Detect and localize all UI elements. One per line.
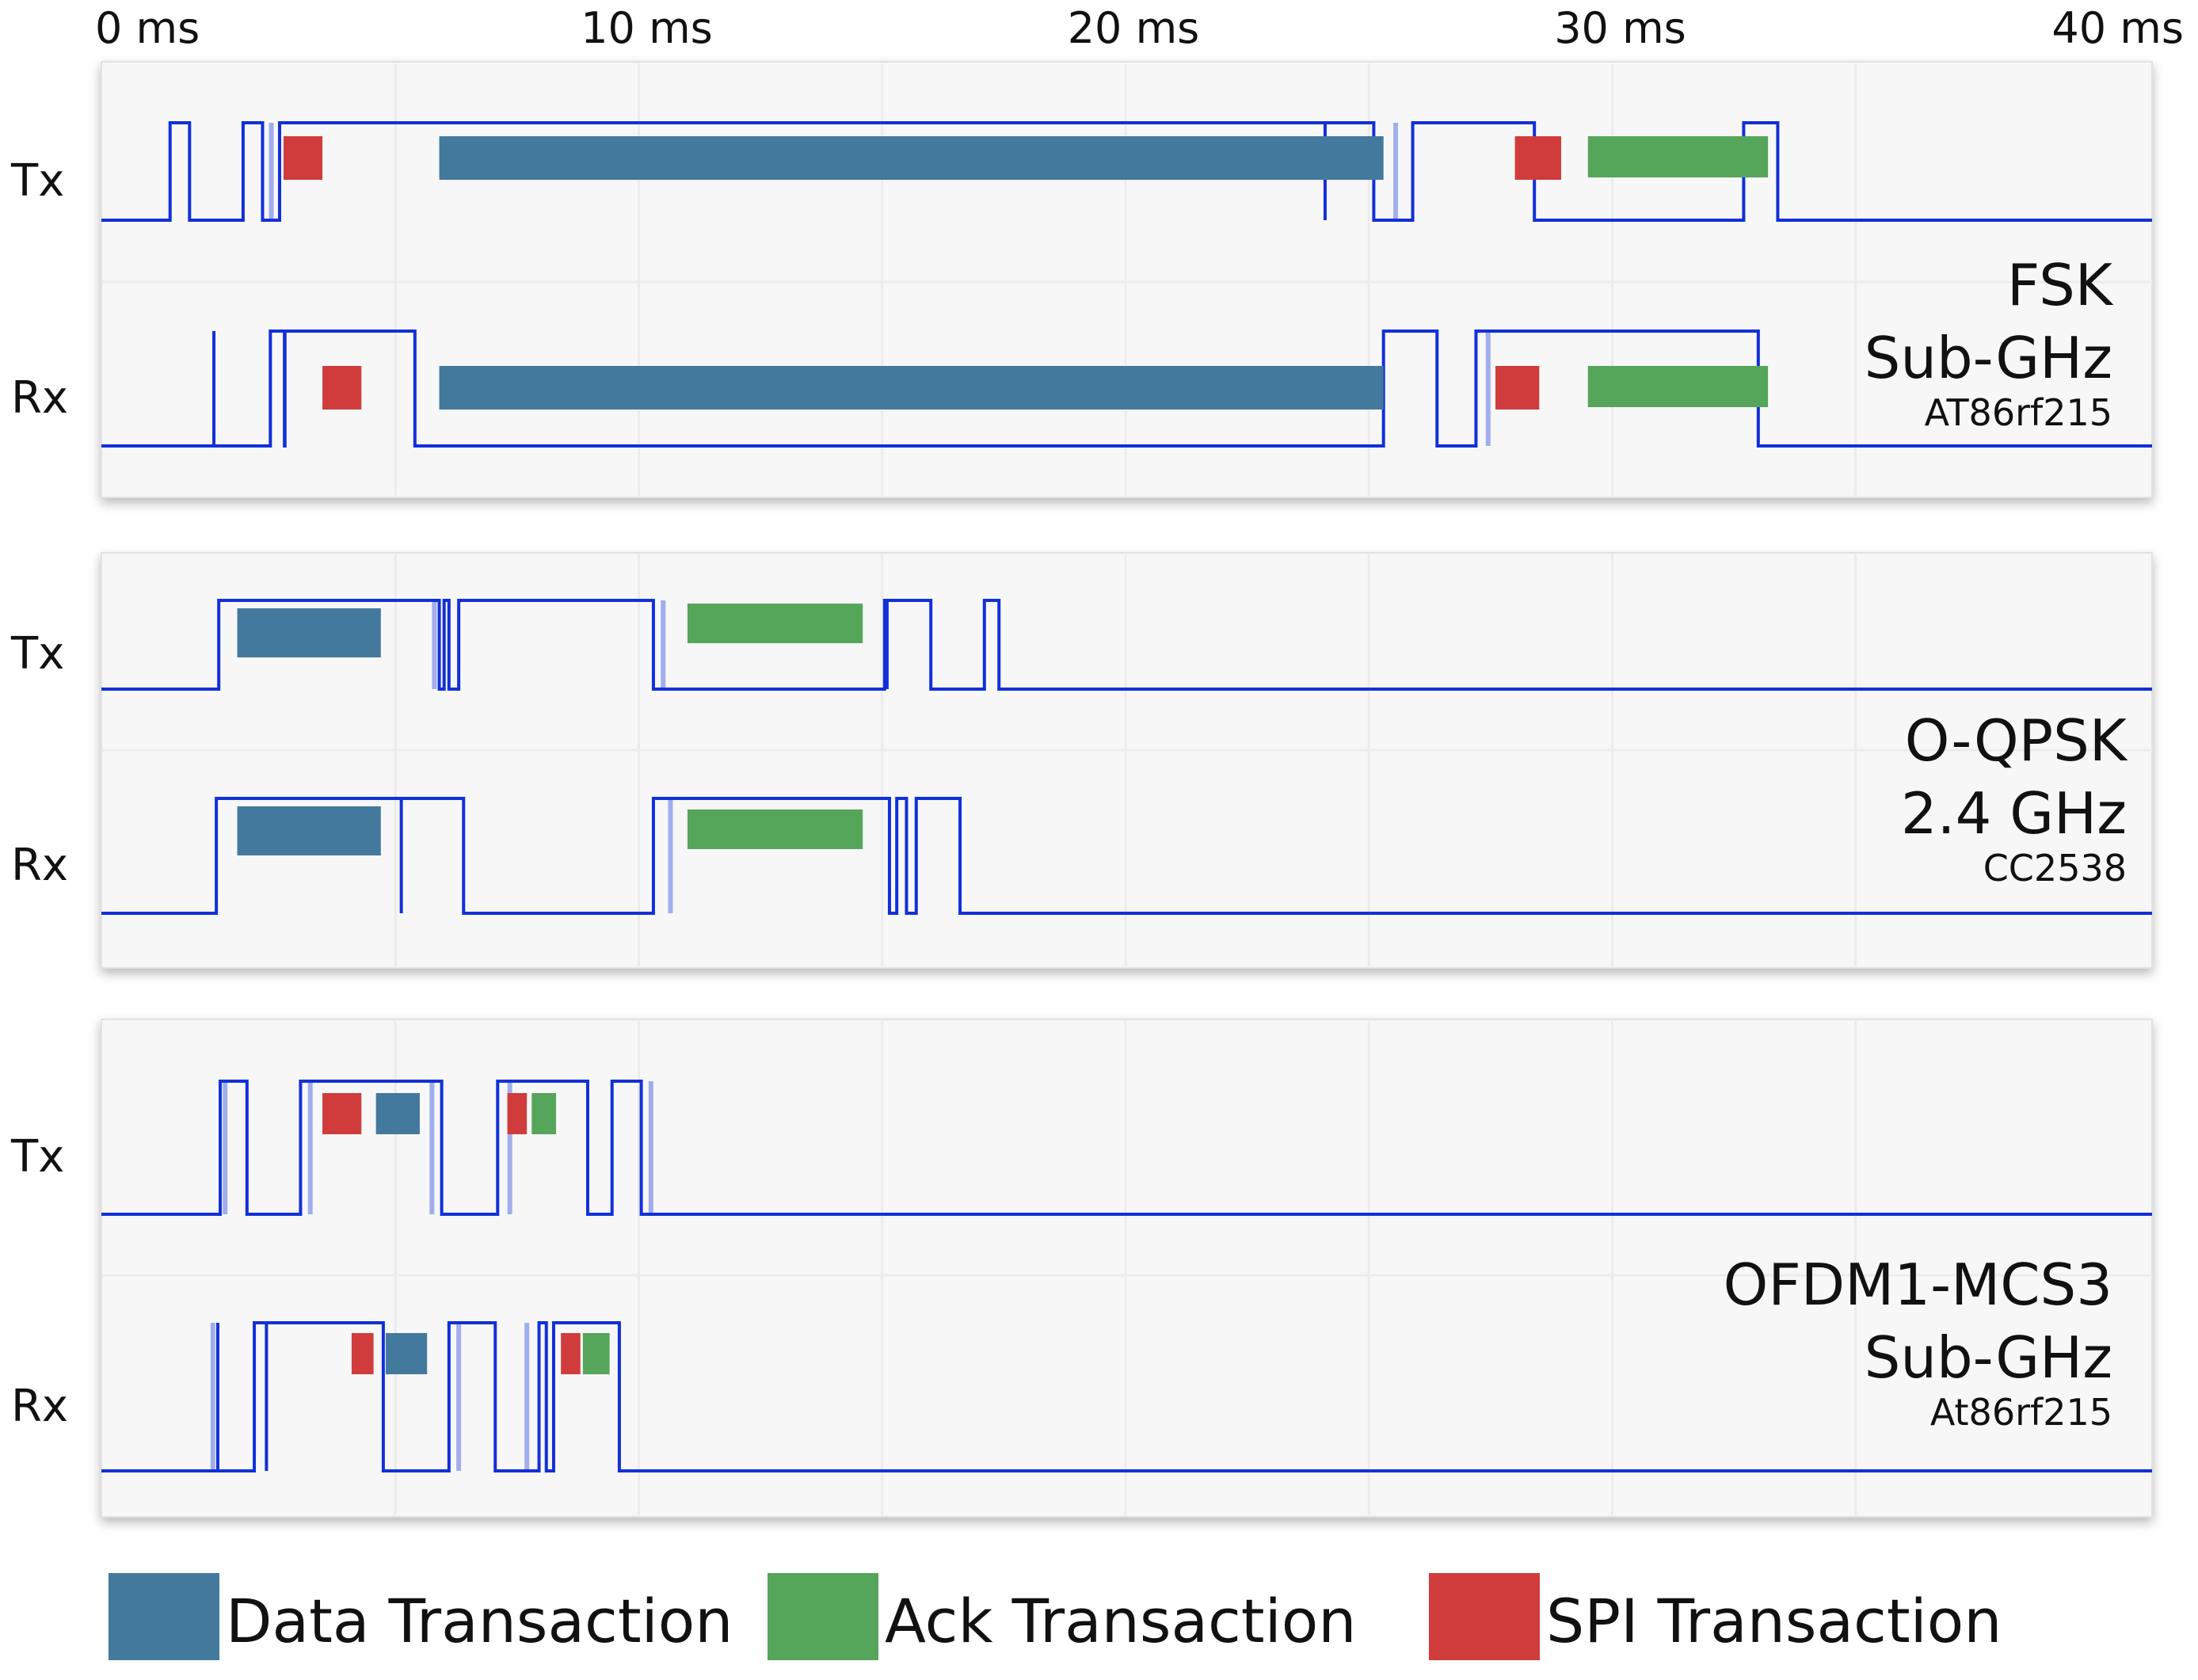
spi-transaction-block [1495, 366, 1540, 410]
panel-chip-label: AT86rf215 [1925, 391, 2112, 434]
legend: Data Transaction Ack Transaction SPI Trans… [109, 1573, 2002, 1660]
legend-swatch [768, 1573, 878, 1660]
panel-label-line1: FSK [2007, 252, 2114, 318]
data-transaction-block [237, 608, 381, 657]
spi-transaction-block [322, 366, 362, 410]
row-label: Tx [10, 628, 64, 680]
x-tick-label: 10 ms [581, 3, 713, 53]
panel-label-line2: Sub-GHz [1865, 1324, 2112, 1391]
legend-item: Ack Transaction [768, 1573, 1356, 1660]
panel-label-line1: O-QPSK [1905, 707, 2128, 774]
legend-label: SPI Transaction [1546, 1586, 2002, 1656]
legend-item: Data Transaction [109, 1573, 733, 1660]
data-transaction-block [439, 366, 1384, 410]
legend-label: Ack Transaction [885, 1586, 1356, 1656]
row-label: Rx [11, 372, 68, 424]
spi-transaction-block [322, 1093, 362, 1134]
ack-transaction-block [531, 1093, 557, 1134]
signal-trace [101, 121, 2152, 222]
x-tick-label: 20 ms [1068, 3, 1200, 53]
spi-transaction-block [561, 1333, 581, 1374]
data-transaction-block [375, 1093, 420, 1134]
spi-transaction-block [351, 1333, 374, 1374]
ack-transaction-block [1587, 136, 1769, 177]
row-label: Tx [10, 155, 64, 207]
spi-transaction-block [283, 136, 323, 180]
x-axis-ticks: 0 ms 10 ms 20 ms 30 ms 40 ms [95, 3, 2184, 53]
data-transaction-block [237, 806, 381, 855]
signal-row: Rx [11, 330, 2152, 448]
signal-row: Tx [10, 121, 2152, 222]
row-label: Rx [11, 840, 68, 891]
signal-trace [101, 599, 2152, 691]
legend-label: Data Transaction [226, 1586, 733, 1656]
row-label: Rx [11, 1381, 68, 1432]
row-label: Tx [10, 1131, 64, 1183]
signal-trace [101, 1321, 2152, 1472]
signal-trace [101, 1080, 2152, 1216]
legend-item: SPI Transaction [1429, 1573, 2002, 1660]
ack-transaction-block [582, 1333, 610, 1374]
signal-row: Rx [11, 797, 2152, 915]
ack-transaction-block [1587, 366, 1769, 407]
signal-trace [101, 330, 2152, 448]
signal-row: Tx [10, 599, 2152, 691]
spi-transaction-block [507, 1093, 528, 1134]
signal-trace [101, 797, 2152, 915]
panel-chip-label: At86rf215 [1930, 1391, 2112, 1434]
data-transaction-block [439, 136, 1384, 180]
spi-transaction-block [1514, 136, 1561, 180]
panel-label-line2: Sub-GHz [1865, 325, 2112, 391]
ack-transaction-block [687, 604, 863, 643]
x-tick-label: 40 ms [2051, 3, 2184, 53]
panel-chip-label: CC2538 [1983, 847, 2127, 890]
data-transaction-block [385, 1333, 428, 1374]
signal-row: Rx [11, 1321, 2152, 1472]
legend-swatch [1429, 1573, 1540, 1660]
x-tick-label: 30 ms [1554, 3, 1686, 53]
legend-swatch [109, 1573, 219, 1660]
panel-label-line2: 2.4 GHz [1901, 780, 2127, 847]
ack-transaction-block [687, 810, 863, 849]
x-tick-label: 0 ms [95, 3, 200, 53]
signal-row: Tx [10, 1080, 2152, 1216]
panel-label-line1: OFDM1-MCS3 [1724, 1251, 2112, 1318]
